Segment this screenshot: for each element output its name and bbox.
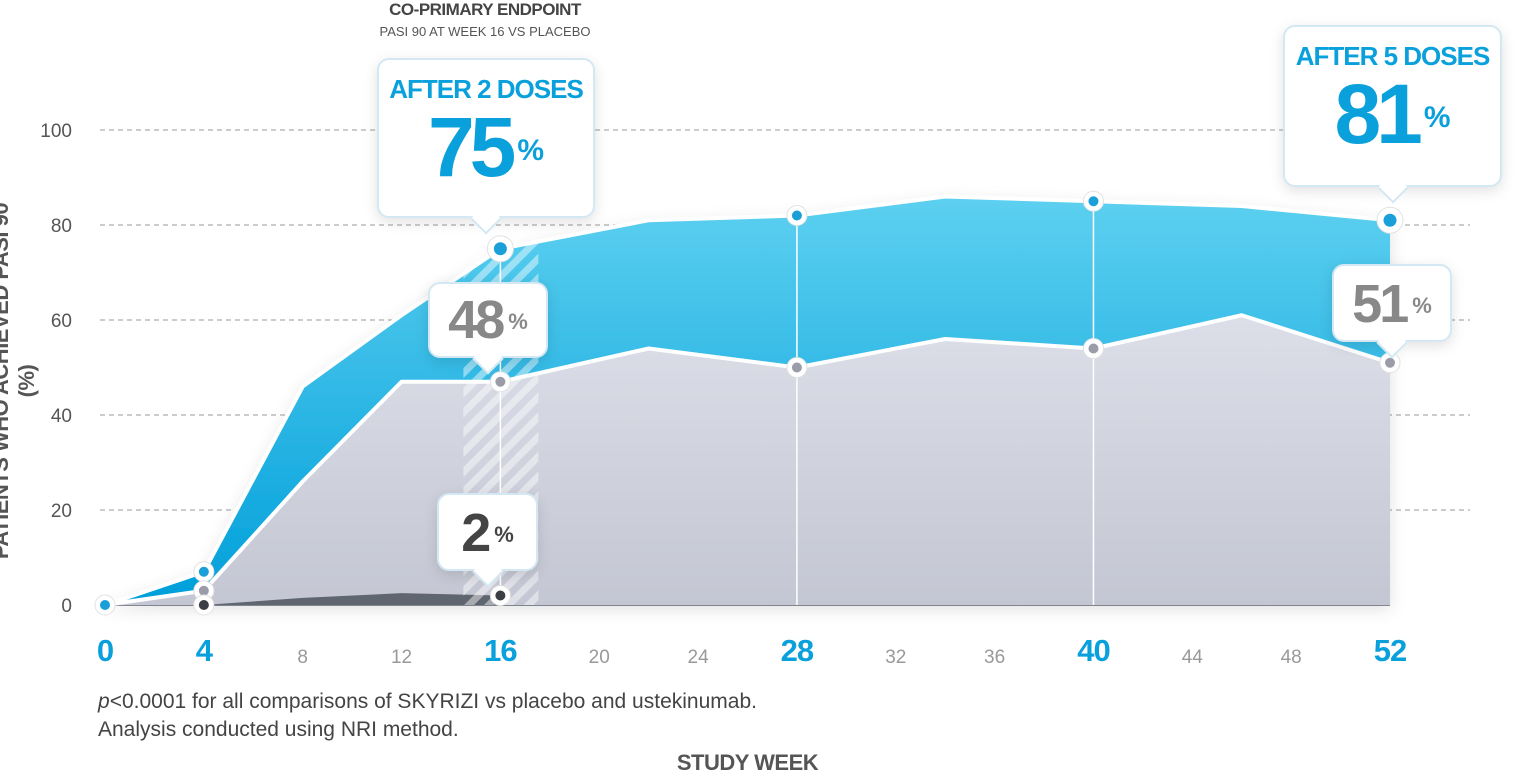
x-tick-label: 4 — [196, 633, 214, 668]
footnote-line2: Analysis conducted using NRI method. — [98, 718, 459, 741]
data-point — [198, 585, 209, 596]
callout-value: 51 — [1352, 274, 1409, 334]
callout-caption: AFTER 2 DOSES — [389, 74, 584, 104]
data-point — [198, 566, 209, 577]
y-tick-label: 80 — [51, 216, 72, 237]
data-point — [1385, 357, 1395, 368]
series-area-3 — [105, 593, 501, 605]
x-tick-label: 40 — [1077, 633, 1109, 668]
callout-week16-mid: 48% — [428, 282, 548, 358]
data-point — [493, 242, 507, 256]
callout-value: 81 — [1334, 67, 1422, 161]
y-tick-label: 0 — [61, 596, 72, 617]
percent-sign: % — [508, 309, 528, 334]
callout-value: 75 — [427, 100, 516, 194]
data-point — [791, 210, 802, 221]
x-tick-label: 32 — [885, 647, 906, 668]
data-point — [100, 600, 110, 610]
percent-sign: % — [1423, 101, 1451, 134]
x-tick-label: 52 — [1374, 633, 1406, 668]
percent-sign: % — [517, 134, 545, 167]
y-axis-label: PATIENTS WHO ACHIEVED PASI 90 (%) — [0, 202, 39, 560]
footnote-line1: <0.0001 for all comparisons of SKYRIZI v… — [109, 690, 757, 713]
y-tick-label: 100 — [40, 121, 72, 142]
chart-title: CO-PRIMARY ENDPOINT — [389, 0, 581, 19]
footnote-p: p — [98, 690, 110, 713]
callout-week16-low: 2% — [437, 493, 538, 571]
x-tick-label: 0 — [97, 633, 113, 668]
chart-subtitle: PASI 90 AT WEEK 16 VS PLACEBO — [379, 24, 591, 39]
series-line-2 — [104, 313, 1391, 607]
x-tick-label: 44 — [1182, 647, 1204, 668]
x-tick-label: 28 — [781, 633, 814, 668]
callout-week52-mid: 51% — [1332, 264, 1452, 342]
data-point — [198, 600, 209, 610]
callout-week16-skyrizi: AFTER 2 DOSES 75% — [377, 58, 595, 218]
data-point — [1383, 213, 1397, 227]
x-tick-label: 24 — [688, 647, 710, 668]
data-point — [791, 362, 802, 373]
y-tick-label: 40 — [51, 406, 72, 427]
footnote: p<0.0001 for all comparisons of SKYRIZI … — [98, 688, 757, 744]
data-point — [1088, 196, 1099, 207]
x-tick-label: 16 — [484, 633, 517, 668]
percent-sign: % — [494, 522, 514, 547]
y-tick-label: 20 — [51, 501, 72, 522]
data-point — [495, 376, 506, 387]
callout-week52-skyrizi: AFTER 5 DOSES 81% — [1283, 25, 1502, 187]
callout-caption: AFTER 5 DOSES — [1295, 41, 1491, 71]
series-area-2 — [105, 315, 1390, 605]
callout-value: 48 — [448, 290, 505, 350]
percent-sign: % — [1412, 293, 1432, 318]
series-line-1 — [104, 194, 1391, 607]
data-point — [495, 590, 506, 601]
x-tick-label: 48 — [1281, 647, 1302, 668]
callout-value: 2 — [461, 503, 491, 563]
x-tick-label: 12 — [391, 647, 412, 668]
y-tick-label: 60 — [51, 311, 72, 332]
data-point — [1088, 343, 1099, 354]
x-axis-label: STUDY WEEK — [676, 750, 819, 775]
x-tick-label: 36 — [984, 647, 1005, 668]
x-tick-label: 8 — [297, 647, 308, 668]
x-tick-label: 20 — [589, 647, 610, 668]
